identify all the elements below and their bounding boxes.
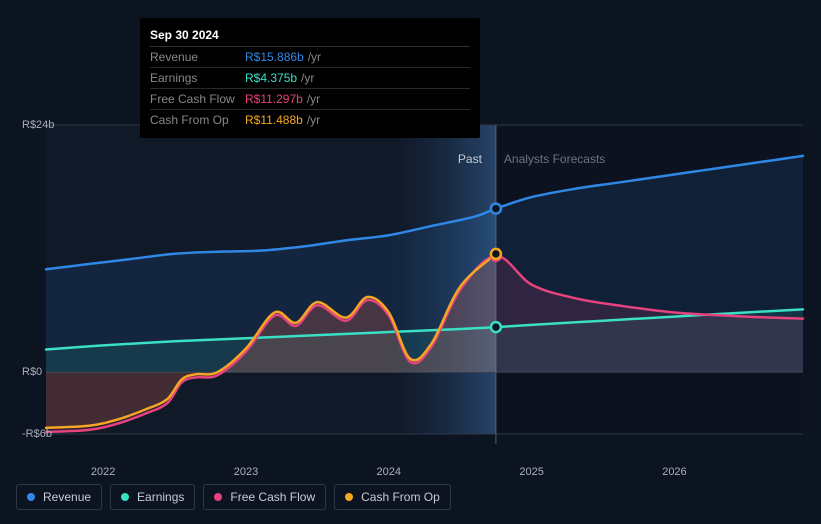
financial-chart[interactable]: R$24bR$0-R$6b20222023202420252026PastAna… <box>16 120 805 454</box>
legend-dot-icon <box>214 493 222 501</box>
x-axis-tick: 2023 <box>234 466 258 478</box>
tooltip-label: Revenue <box>150 50 245 64</box>
y-axis-tick: -R$6b <box>22 428 52 440</box>
legend-label: Cash From Op <box>361 490 440 504</box>
tooltip-value: R$15.886b <box>245 50 304 64</box>
x-axis-tick: 2024 <box>377 466 401 478</box>
legend-item-free-cash-flow[interactable]: Free Cash Flow <box>203 484 326 510</box>
tooltip-row: Cash From OpR$11.488b/yr <box>150 110 470 130</box>
tooltip-unit: /yr <box>307 92 320 106</box>
x-axis-tick: 2026 <box>662 466 686 478</box>
tooltip-unit: /yr <box>301 71 314 85</box>
forecast-label: Analysts Forecasts <box>504 152 605 166</box>
tooltip-value: R$4.375b <box>245 71 297 85</box>
legend-label: Earnings <box>137 490 184 504</box>
legend-dot-icon <box>121 493 129 501</box>
legend-dot-icon <box>345 493 353 501</box>
legend-label: Revenue <box>43 490 91 504</box>
legend-item-earnings[interactable]: Earnings <box>110 484 195 510</box>
tooltip-row: RevenueR$15.886b/yr <box>150 47 470 68</box>
chart-tooltip: Sep 30 2024 RevenueR$15.886b/yrEarningsR… <box>140 18 480 138</box>
tooltip-date: Sep 30 2024 <box>150 24 470 47</box>
tooltip-label: Free Cash Flow <box>150 92 245 106</box>
legend-dot-icon <box>27 493 35 501</box>
y-axis-tick: R$24b <box>22 119 54 131</box>
tooltip-label: Cash From Op <box>150 113 245 127</box>
legend-item-revenue[interactable]: Revenue <box>16 484 102 510</box>
tooltip-label: Earnings <box>150 71 245 85</box>
tooltip-value: R$11.488b <box>245 113 303 127</box>
x-axis-tick: 2025 <box>519 466 543 478</box>
tooltip-unit: /yr <box>308 50 321 64</box>
tooltip-value: R$11.297b <box>245 92 303 106</box>
legend-item-cash-from-op[interactable]: Cash From Op <box>334 484 451 510</box>
chart-canvas <box>16 120 805 454</box>
x-axis-tick: 2022 <box>91 466 115 478</box>
y-axis-tick: R$0 <box>22 366 42 378</box>
legend-label: Free Cash Flow <box>230 490 315 504</box>
past-label: Past <box>458 152 482 166</box>
chart-legend: Revenue Earnings Free Cash Flow Cash From O… <box>16 484 451 510</box>
tooltip-row: EarningsR$4.375b/yr <box>150 68 470 89</box>
tooltip-row: Free Cash FlowR$11.297b/yr <box>150 89 470 110</box>
tooltip-unit: /yr <box>307 113 320 127</box>
